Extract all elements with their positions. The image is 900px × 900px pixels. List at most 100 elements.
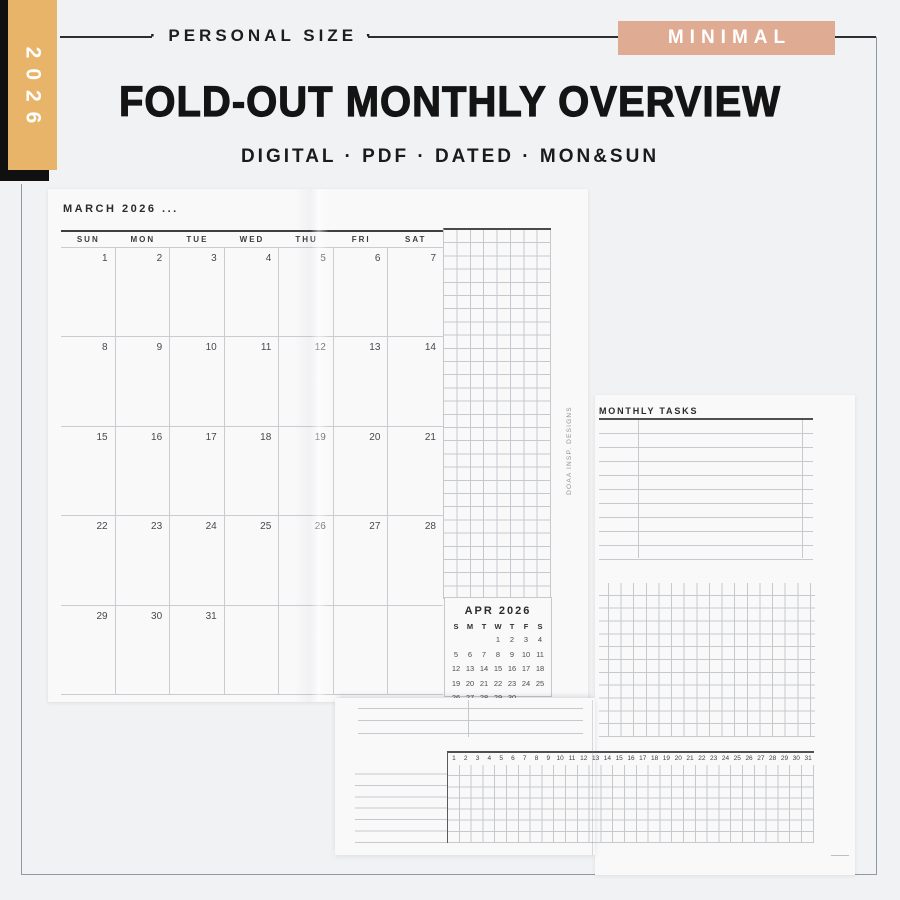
tracker-day-number: 16 (627, 755, 635, 762)
tracker-day-number: 5 (499, 755, 503, 762)
calendar-date-label: 3 (211, 253, 217, 264)
calendar-day-cell: 11 (225, 337, 280, 426)
mini-calendar-date-label: 1 (495, 635, 501, 644)
calendar-day-cell: 30 (116, 605, 171, 694)
flap-ruled-line (358, 720, 583, 721)
grid-paper-column (443, 228, 551, 599)
tracker-day-number: 30 (792, 755, 800, 762)
calendar-date-label: 31 (205, 610, 217, 622)
calendar-header-rule (61, 230, 443, 232)
calendar-day-cell: 4 (225, 248, 280, 337)
tracker-day-number: 31 (804, 755, 812, 762)
calendar-date-label: 2 (156, 253, 163, 264)
mini-calendar-date-label: 15 (493, 664, 503, 673)
flap-ruled-line (358, 708, 583, 709)
calendar-date-label: 22 (96, 521, 108, 533)
mini-calendar-title: APR 2026 (464, 605, 532, 617)
calendar-day-cell: 20 (334, 426, 389, 516)
tracker-day-number: 11 (568, 755, 576, 762)
tracker-day-number: 2 (463, 755, 468, 762)
mini-calendar-date-label (477, 633, 491, 648)
calendar-date-label: 23 (151, 521, 163, 533)
mini-calendar-date-label: 4 (537, 635, 543, 644)
calendar-day-cell (279, 605, 334, 694)
calendar-date-label: 28 (424, 521, 436, 533)
tracker-day-number: 27 (757, 755, 765, 762)
calendar-date-label: 21 (424, 431, 436, 443)
tracker-day-number: 3 (475, 755, 480, 762)
page-footer-mark (831, 855, 849, 856)
designer-credit-vertical: DOAA INSP. DESIGNS (562, 405, 576, 495)
calendar-date-label: 6 (374, 253, 381, 264)
style-badge: MINIMAL (618, 21, 835, 55)
calendar-day-header: WED (239, 235, 265, 244)
mini-calendar-date-label: 13 (465, 664, 475, 673)
tasks-column-divider-left (638, 420, 639, 558)
calendar-day-cell: 7 (388, 248, 443, 336)
mini-calendar-day-header: T (481, 622, 487, 631)
mini-calendar-day-header: M (466, 622, 474, 631)
calendar-day-cell: 15 (61, 426, 116, 516)
tracker-day-number: 10 (556, 755, 564, 762)
tasks-grid-verticals (608, 583, 811, 737)
day-tracker: 1 2 3 4 5 6 7 8 9 10 11 12 13 14 15 16 17 18 19 20 21 22 23 24 2… (350, 751, 814, 843)
mini-calendar-week-row: 5 6 7 8 9 10 11 (449, 648, 547, 663)
mini-calendar-date-label: 28 (477, 691, 491, 706)
tracker-day-number: 21 (686, 755, 694, 762)
calendar-day-header: FRI (351, 235, 371, 244)
calendar-day-cell: 2 (116, 248, 171, 337)
calendar-day-cell (334, 605, 389, 694)
mini-calendar-date-label: 21 (479, 678, 489, 688)
tracker-day-number: 13 (591, 755, 600, 762)
mini-calendar-date-label: 8 (495, 649, 501, 659)
tasks-grid-section (599, 583, 815, 737)
calendar-day-cell (388, 606, 443, 694)
tracker-day-number: 19 (662, 755, 671, 762)
tracker-day-number-row: 1 2 3 4 5 6 7 8 9 10 11 12 13 14 15 16 17 18 19 20 21 22 23 24 2… (448, 753, 814, 765)
calendar-day-cell: 31 (170, 605, 225, 694)
mini-calendar-day-header: W (494, 622, 502, 631)
mini-calendar-date-label: 5 (453, 649, 459, 659)
mini-calendar-day-header: S (537, 622, 543, 631)
size-label: · PERSONAL SIZE · (150, 26, 376, 45)
tracker-day-number: 4 (487, 755, 492, 762)
mini-calendar-date-label: 11 (536, 649, 544, 659)
mini-calendar-date-label: 9 (509, 649, 515, 659)
calendar-day-header: TUE (186, 235, 209, 244)
tasks-ruled-section (599, 418, 813, 560)
tracker-grid-area: 1 2 3 4 5 6 7 8 9 10 11 12 13 14 15 16 17 18 19 20 21 22 23 24 2… (447, 751, 814, 843)
calendar-day-cell: 24 (170, 516, 225, 605)
calendar-date-label: 16 (151, 431, 163, 443)
calendar-day-cell: 21 (388, 427, 443, 515)
frame-line-left (21, 184, 22, 875)
mini-calendar-date-label: 6 (467, 649, 473, 659)
calendar-title: MARCH 2026 ... (63, 203, 179, 215)
mini-calendar-date-label: 10 (521, 649, 531, 659)
designer-credit-text: DOAA INSP. DESIGNS (565, 405, 573, 495)
mini-calendar-date-label: 17 (521, 664, 531, 673)
header-rule-left (60, 36, 152, 38)
mini-calendar-date-label: 30 (505, 691, 519, 706)
calendar-date-label: 30 (151, 610, 163, 622)
tracker-day-number: 23 (710, 755, 718, 762)
calendar-date-label: 29 (96, 610, 108, 622)
calendar-day-cell: 8 (61, 337, 116, 426)
mini-calendar-day-header: S (453, 622, 459, 631)
mini-calendar-date-label: 29 (491, 691, 505, 706)
tracker-day-number: 22 (698, 755, 706, 762)
calendar-day-cell: 6 (334, 248, 389, 337)
sheet-march-spread: MARCH 2026 ... SUNMONTUEWEDTHUFRISAT 123… (48, 189, 588, 702)
calendar-day-cell: 28 (388, 516, 443, 604)
calendar-date-label: 4 (265, 253, 272, 264)
mini-calendar-date-label: 14 (479, 664, 489, 673)
calendar-date-label: 17 (205, 431, 217, 443)
tracker-day-number: 14 (603, 755, 611, 762)
mini-calendar-date-label: 12 (451, 664, 461, 673)
mini-calendar-day-header: T (509, 622, 515, 631)
flap-ruled-line (358, 733, 583, 734)
